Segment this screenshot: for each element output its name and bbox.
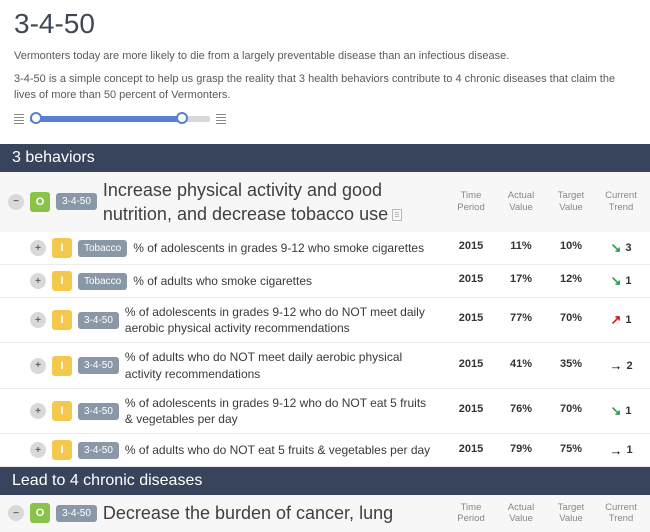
trend-count: 3 [625, 242, 631, 254]
target-value: 70% [546, 312, 596, 328]
page-title: 3-4-50 [14, 8, 636, 40]
section2-head-desc: Decrease the burden of cancer, lung [103, 501, 440, 525]
indicator-desc: % of adults who do NOT meet daily aerobi… [125, 349, 440, 381]
indicator-desc: % of adolescents in grades 9-12 who smok… [133, 240, 440, 256]
status-badge: I [52, 401, 72, 421]
category-tag[interactable]: 3-4-50 [78, 357, 119, 374]
time-period-value: 2015 [446, 312, 496, 328]
trend-count: 1 [625, 405, 631, 417]
trend-arrow-icon: ↘ [610, 273, 621, 289]
collapse-icon[interactable]: − [8, 505, 24, 521]
document-icon[interactable] [392, 209, 402, 221]
section1-head-desc: Increase physical activity and good nutr… [103, 178, 440, 227]
category-tag[interactable]: 3-4-50 [78, 403, 119, 420]
slider-track[interactable] [30, 116, 210, 122]
slider-min-icon [14, 114, 24, 124]
table-row: + I 3-4-50 % of adults who do NOT meet dail… [0, 343, 650, 388]
section-header-behaviors: 3 behaviors [0, 144, 650, 172]
trend-arrow-icon: ↘ [610, 240, 621, 256]
time-period-value: 2015 [446, 403, 496, 419]
table-row: + I Tobacco % of adolescents in grades 9-12… [0, 232, 650, 265]
category-tag[interactable]: 3-4-50 [78, 312, 119, 329]
col-time-period: Time Period [446, 190, 496, 213]
col-current-trend: Current Trend [596, 502, 646, 525]
target-value: 70% [546, 403, 596, 419]
table-row: + I 3-4-50 % of adults who do NOT eat 5 fru… [0, 434, 650, 467]
section2-head-row: − O 3-4-50 Decrease the burden of cancer… [0, 495, 650, 531]
expand-icon[interactable]: + [30, 442, 46, 458]
status-badge: I [52, 271, 72, 291]
status-badge: I [52, 238, 72, 258]
trend-value: ↘1 [596, 403, 646, 419]
status-badge: O [30, 503, 50, 523]
trend-arrow-icon: ↗ [610, 312, 621, 328]
category-tag[interactable]: 3-4-50 [56, 193, 97, 210]
trend-value: ↗1 [596, 312, 646, 328]
time-period-value: 2015 [446, 273, 496, 289]
table-row: + I Tobacco % of adults who smoke cigarette… [0, 265, 650, 298]
intro-text-2: 3-4-50 is a simple concept to help us gr… [14, 71, 636, 104]
time-period-value: 2015 [446, 240, 496, 256]
section1-head-row: − O 3-4-50 Increase physical activity an… [0, 172, 650, 233]
status-badge: I [52, 440, 72, 460]
target-value: 10% [546, 240, 596, 256]
expand-icon[interactable]: + [30, 358, 46, 374]
status-badge: O [30, 192, 50, 212]
slider-max-icon [216, 114, 226, 124]
expand-icon[interactable]: + [30, 312, 46, 328]
actual-value: 77% [496, 312, 546, 328]
section-header-diseases: Lead to 4 chronic diseases [0, 467, 650, 495]
category-tag[interactable]: 3-4-50 [78, 442, 119, 459]
trend-count: 1 [625, 275, 631, 287]
col-current-trend: Current Trend [596, 190, 646, 213]
trend-value: ↘3 [596, 240, 646, 256]
actual-value: 11% [496, 240, 546, 256]
expand-icon[interactable]: + [30, 240, 46, 256]
trend-count: 2 [626, 360, 632, 372]
indicator-desc: % of adults who do NOT eat 5 fruits & ve… [125, 442, 440, 458]
target-value: 35% [546, 358, 596, 373]
expand-icon[interactable]: + [30, 403, 46, 419]
actual-value: 41% [496, 358, 546, 373]
indicator-desc: % of adults who smoke cigarettes [133, 273, 440, 289]
trend-arrow-icon: → [609, 443, 622, 458]
actual-value: 79% [496, 443, 546, 458]
trend-value: →1 [596, 443, 646, 458]
trend-arrow-icon: ↘ [610, 403, 621, 419]
col-target-value: Target Value [546, 190, 596, 213]
col-target-value: Target Value [546, 502, 596, 525]
time-period-value: 2015 [446, 358, 496, 373]
expand-icon[interactable]: + [30, 273, 46, 289]
category-tag[interactable]: 3-4-50 [56, 505, 97, 522]
col-actual-value: Actual Value [496, 502, 546, 525]
zoom-slider[interactable] [14, 114, 636, 124]
intro-text-1: Vermonters today are more likely to die … [14, 48, 636, 65]
col-time-period: Time Period [446, 502, 496, 525]
trend-arrow-icon: → [609, 358, 622, 373]
indicator-desc: % of adolescents in grades 9-12 who do N… [125, 395, 440, 427]
indicator-desc: % of adolescents in grades 9-12 who do N… [125, 304, 440, 336]
table-row: + I 3-4-50 % of adolescents in grades 9-12 … [0, 389, 650, 434]
target-value: 12% [546, 273, 596, 289]
category-tag[interactable]: Tobacco [78, 273, 127, 290]
trend-value: →2 [596, 358, 646, 373]
collapse-icon[interactable]: − [8, 194, 24, 210]
category-tag[interactable]: Tobacco [78, 240, 127, 257]
trend-value: ↘1 [596, 273, 646, 289]
table-row: + I 3-4-50 % of adolescents in grades 9-12 … [0, 298, 650, 343]
status-badge: I [52, 310, 72, 330]
trend-count: 1 [626, 444, 632, 456]
time-period-value: 2015 [446, 443, 496, 458]
actual-value: 76% [496, 403, 546, 419]
actual-value: 17% [496, 273, 546, 289]
col-actual-value: Actual Value [496, 190, 546, 213]
status-badge: I [52, 356, 72, 376]
target-value: 75% [546, 443, 596, 458]
trend-count: 1 [625, 314, 631, 326]
